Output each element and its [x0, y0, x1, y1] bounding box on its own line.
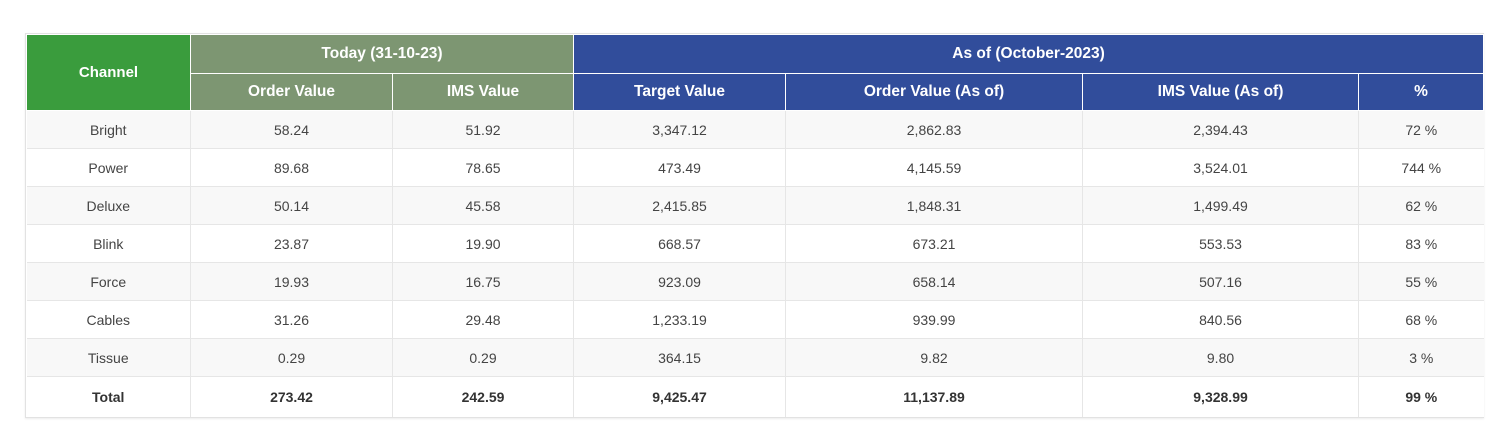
table-header: Channel Today (31-10-23) As of (October-… — [26, 34, 1485, 111]
cell-ims-value: 51.92 — [392, 110, 575, 149]
cell-order-value: 89.68 — [190, 148, 393, 187]
cell-percent: 68 % — [1358, 300, 1484, 339]
cell-order-value-asof: 4,145.59 — [785, 148, 1084, 187]
cell-ims-value-asof: 1,499.49 — [1082, 186, 1360, 225]
cell-order-value-asof: 673.21 — [785, 224, 1084, 263]
cell-target-value: 473.49 — [573, 148, 787, 187]
table-row: Tissue 0.29 0.29 364.15 9.82 9.80 3 % — [26, 338, 1484, 377]
cell-order-value: 0.29 — [190, 338, 393, 377]
cell-ims-value-asof: 840.56 — [1082, 300, 1360, 339]
cell-order-value-asof: 658.14 — [785, 262, 1084, 301]
cell-percent: 72 % — [1358, 110, 1484, 149]
total-row: Total 273.42 242.59 9,425.47 11,137.89 9… — [26, 376, 1484, 417]
total-ims-value-asof: 9,328.99 — [1082, 376, 1360, 417]
cell-ims-value-asof: 507.16 — [1082, 262, 1360, 301]
header-ims-value: IMS Value — [391, 73, 575, 111]
cell-channel: Tissue — [26, 338, 191, 377]
total-order-value-asof: 11,137.89 — [785, 376, 1084, 417]
cell-ims-value: 0.29 — [392, 338, 575, 377]
header-group-asof: As of (October-2023) — [573, 34, 1485, 74]
cell-ims-value: 19.90 — [392, 224, 575, 263]
header-channel: Channel — [26, 34, 191, 111]
cell-order-value: 50.14 — [190, 186, 393, 225]
table-row: Power 89.68 78.65 473.49 4,145.59 3,524.01 744… — [26, 148, 1484, 187]
cell-order-value-asof: 939.99 — [785, 300, 1084, 339]
cell-percent: 62 % — [1358, 186, 1484, 225]
cell-percent: 83 % — [1358, 224, 1484, 263]
total-target-value: 9,425.47 — [573, 376, 787, 417]
cell-ims-value-asof: 9.80 — [1082, 338, 1360, 377]
cell-order-value: 58.24 — [190, 110, 393, 149]
cell-order-value: 19.93 — [190, 262, 393, 301]
cell-target-value: 923.09 — [573, 262, 787, 301]
table-row: Force 19.93 16.75 923.09 658.14 507.16 55 % — [26, 262, 1484, 301]
cell-ims-value: 29.48 — [392, 300, 575, 339]
channel-summary-table: Channel Today (31-10-23) As of (October-… — [26, 34, 1485, 417]
total-label: Total — [26, 376, 191, 417]
header-order-value-asof: Order Value (As of) — [785, 73, 1084, 111]
cell-target-value: 1,233.19 — [573, 300, 787, 339]
cell-ims-value: 45.58 — [392, 186, 575, 225]
header-order-value: Order Value — [190, 73, 393, 111]
table-row: Bright 58.24 51.92 3,347.12 2,862.83 2,394.43… — [26, 110, 1484, 149]
cell-percent: 3 % — [1358, 338, 1484, 377]
cell-target-value: 3,347.12 — [573, 110, 787, 149]
table-row: Cables 31.26 29.48 1,233.19 939.99 840.56 68 % — [26, 300, 1484, 339]
header-ims-value-asof: IMS Value (As of) — [1082, 73, 1360, 111]
cell-percent: 55 % — [1358, 262, 1484, 301]
header-target-value: Target Value — [573, 73, 787, 111]
cell-order-value: 31.26 — [190, 300, 393, 339]
cell-ims-value-asof: 2,394.43 — [1082, 110, 1360, 149]
total-order-value: 273.42 — [190, 376, 393, 417]
header-group-today: Today (31-10-23) — [189, 34, 575, 74]
cell-order-value: 23.87 — [190, 224, 393, 263]
cell-ims-value-asof: 3,524.01 — [1082, 148, 1360, 187]
cell-ims-value-asof: 553.53 — [1082, 224, 1360, 263]
total-ims-value: 242.59 — [392, 376, 575, 417]
table-row: Blink 23.87 19.90 668.57 673.21 553.53 83 % — [26, 224, 1484, 263]
cell-ims-value: 16.75 — [392, 262, 575, 301]
table-body: Bright 58.24 51.92 3,347.12 2,862.83 2,394.43… — [26, 110, 1484, 377]
cell-order-value-asof: 9.82 — [785, 338, 1084, 377]
cell-ims-value: 78.65 — [392, 148, 575, 187]
cell-percent: 744 % — [1358, 148, 1484, 187]
channel-summary-table-container: Channel Today (31-10-23) As of (October-… — [25, 33, 1485, 418]
cell-channel: Bright — [26, 110, 191, 149]
cell-channel: Force — [26, 262, 191, 301]
cell-target-value: 668.57 — [573, 224, 787, 263]
cell-channel: Cables — [26, 300, 191, 339]
cell-channel: Power — [26, 148, 191, 187]
header-percent: % — [1358, 73, 1485, 111]
total-percent: 99 % — [1358, 376, 1484, 417]
cell-target-value: 364.15 — [573, 338, 787, 377]
table-footer: Total 273.42 242.59 9,425.47 11,137.89 9… — [26, 376, 1484, 417]
cell-order-value-asof: 1,848.31 — [785, 186, 1084, 225]
table-row: Deluxe 50.14 45.58 2,415.85 1,848.31 1,499.49… — [26, 186, 1484, 225]
cell-target-value: 2,415.85 — [573, 186, 787, 225]
cell-order-value-asof: 2,862.83 — [785, 110, 1084, 149]
cell-channel: Blink — [26, 224, 191, 263]
cell-channel: Deluxe — [26, 186, 191, 225]
